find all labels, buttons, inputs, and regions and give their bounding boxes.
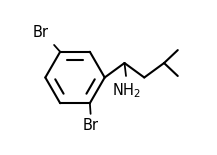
- Text: Br: Br: [83, 118, 99, 133]
- Text: Br: Br: [33, 25, 49, 40]
- Text: NH$_2$: NH$_2$: [112, 81, 140, 100]
